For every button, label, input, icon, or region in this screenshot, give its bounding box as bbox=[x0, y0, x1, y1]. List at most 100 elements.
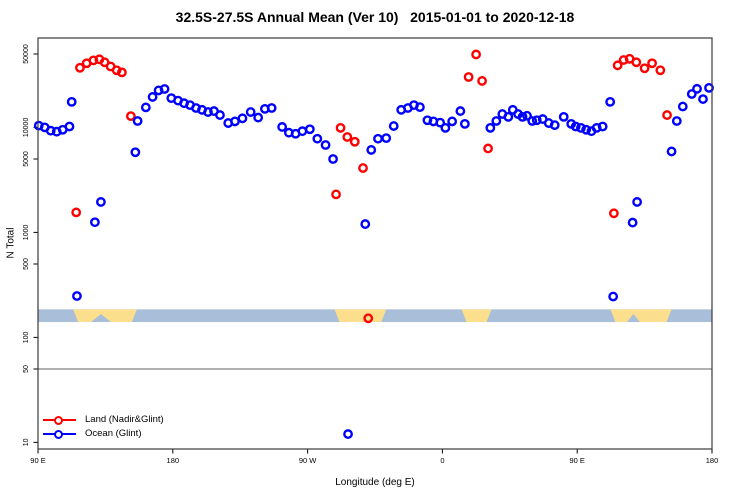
ocean-data-point bbox=[266, 103, 277, 113]
ocean-data-point bbox=[320, 140, 331, 150]
ocean-data-point bbox=[485, 122, 496, 133]
ocean-data-point bbox=[360, 219, 371, 229]
land-data-point bbox=[342, 132, 353, 142]
ocean-legend-circle bbox=[54, 429, 63, 439]
y-axis-label: N Total bbox=[5, 227, 17, 259]
x-tick-label: 0 bbox=[440, 456, 444, 465]
legend-item-ocean: Ocean (Glint) bbox=[43, 427, 164, 441]
ocean-legend-marker-icon bbox=[43, 429, 76, 439]
ocean-data-point bbox=[581, 124, 592, 135]
ocean-data-point bbox=[455, 106, 466, 116]
ocean-data-point bbox=[671, 116, 682, 126]
ocean-data-point bbox=[64, 121, 75, 132]
ocean-data-point bbox=[415, 102, 425, 113]
ocean-data-point bbox=[230, 116, 240, 127]
land-legend-marker-icon bbox=[43, 415, 76, 425]
land-data-point bbox=[116, 67, 127, 78]
land-data-point bbox=[655, 65, 666, 76]
ocean-data-point bbox=[203, 107, 213, 117]
land-data-point bbox=[477, 76, 487, 86]
ocean-data-point bbox=[159, 84, 170, 94]
ocean-data-point bbox=[435, 117, 446, 128]
ocean-data-point bbox=[491, 116, 502, 126]
ocean-data-point bbox=[531, 115, 542, 126]
y-tick-label: 5000 bbox=[23, 151, 30, 167]
ocean-data-point bbox=[698, 94, 708, 104]
y-tick-label: 50000 bbox=[23, 44, 30, 64]
ocean-data-point bbox=[549, 120, 560, 131]
ocean-data-point bbox=[253, 112, 264, 123]
land-data-point bbox=[363, 313, 374, 324]
map-strip-ocean-notch bbox=[91, 314, 111, 323]
land-data-point bbox=[88, 55, 99, 66]
ocean-data-point bbox=[627, 217, 638, 228]
land-data-point bbox=[463, 72, 474, 82]
land-data-point bbox=[639, 63, 650, 74]
ocean-data-point bbox=[366, 145, 377, 155]
ocean-data-point bbox=[66, 96, 77, 107]
ocean-data-point bbox=[503, 111, 514, 122]
ocean-data-point bbox=[459, 118, 470, 129]
land-data-point bbox=[647, 58, 657, 69]
ocean-data-point bbox=[328, 154, 338, 164]
land-data-point bbox=[349, 136, 360, 147]
ocean-data-point bbox=[576, 122, 586, 133]
ocean-data-point bbox=[570, 121, 581, 132]
y-tick-label: 10000 bbox=[23, 118, 30, 138]
land-data-point bbox=[75, 62, 85, 73]
ocean-data-point bbox=[517, 111, 528, 122]
ocean-data-point bbox=[632, 197, 643, 207]
land-data-point bbox=[471, 49, 481, 60]
y-tick-label: 10 bbox=[23, 438, 30, 446]
ocean-data-point bbox=[373, 133, 383, 144]
ocean-data-point bbox=[297, 126, 308, 137]
ocean-data-point bbox=[237, 113, 248, 124]
ocean-data-point bbox=[304, 124, 315, 135]
ocean-data-point bbox=[388, 121, 399, 131]
ocean-data-point bbox=[45, 125, 56, 136]
land-data-point bbox=[612, 60, 623, 71]
ocean-data-point bbox=[312, 133, 323, 144]
ocean-data-point bbox=[245, 107, 256, 117]
ocean-data-point bbox=[527, 116, 538, 126]
ocean-data-point bbox=[422, 115, 433, 126]
ocean-data-point bbox=[140, 102, 151, 113]
ocean-data-point bbox=[692, 83, 702, 94]
y-tick-label: 500 bbox=[23, 258, 30, 270]
ocean-data-point bbox=[608, 291, 619, 302]
land-data-point bbox=[631, 57, 642, 68]
land-data-point bbox=[662, 110, 672, 120]
legend-label-ocean: Ocean (Glint) bbox=[85, 428, 142, 439]
ocean-data-point bbox=[522, 110, 532, 121]
ocean-data-point bbox=[440, 122, 451, 133]
ocean-data-point bbox=[666, 146, 677, 157]
ocean-data-point bbox=[686, 89, 697, 99]
ocean-data-point bbox=[96, 197, 106, 207]
ocean-data-point bbox=[147, 92, 158, 102]
x-tick-label: 180 bbox=[706, 456, 719, 465]
ocean-data-point bbox=[90, 217, 100, 228]
y-tick-label: 1000 bbox=[23, 225, 30, 241]
x-tick-label: 90 E bbox=[569, 456, 584, 465]
chart-title: 32.5S-27.5S Annual Mean (Ver 10) 2015-01… bbox=[175, 9, 575, 25]
map-strip-land bbox=[334, 309, 387, 323]
legend-label-land: Land (Nadir&Glint) bbox=[85, 414, 164, 425]
x-axis-label: Longitude (deg E) bbox=[335, 477, 415, 488]
land-data-point bbox=[335, 122, 346, 133]
land-data-point bbox=[111, 65, 122, 76]
map-strip-ocean-notch bbox=[626, 314, 640, 323]
ocean-data-point bbox=[343, 429, 353, 439]
ocean-data-point bbox=[447, 116, 458, 127]
x-tick-label: 180 bbox=[167, 456, 180, 465]
ocean-data-point bbox=[704, 82, 714, 93]
land-legend-circle bbox=[54, 415, 63, 425]
land-data-point bbox=[71, 207, 82, 218]
legend-item-land: Land (Nadir&Glint) bbox=[43, 413, 164, 427]
plot-border bbox=[37, 37, 713, 450]
x-tick-label: 90 E bbox=[30, 456, 45, 465]
ocean-data-point bbox=[130, 147, 141, 158]
ocean-data-point bbox=[215, 110, 225, 120]
y-tick-label: 50 bbox=[23, 365, 30, 373]
